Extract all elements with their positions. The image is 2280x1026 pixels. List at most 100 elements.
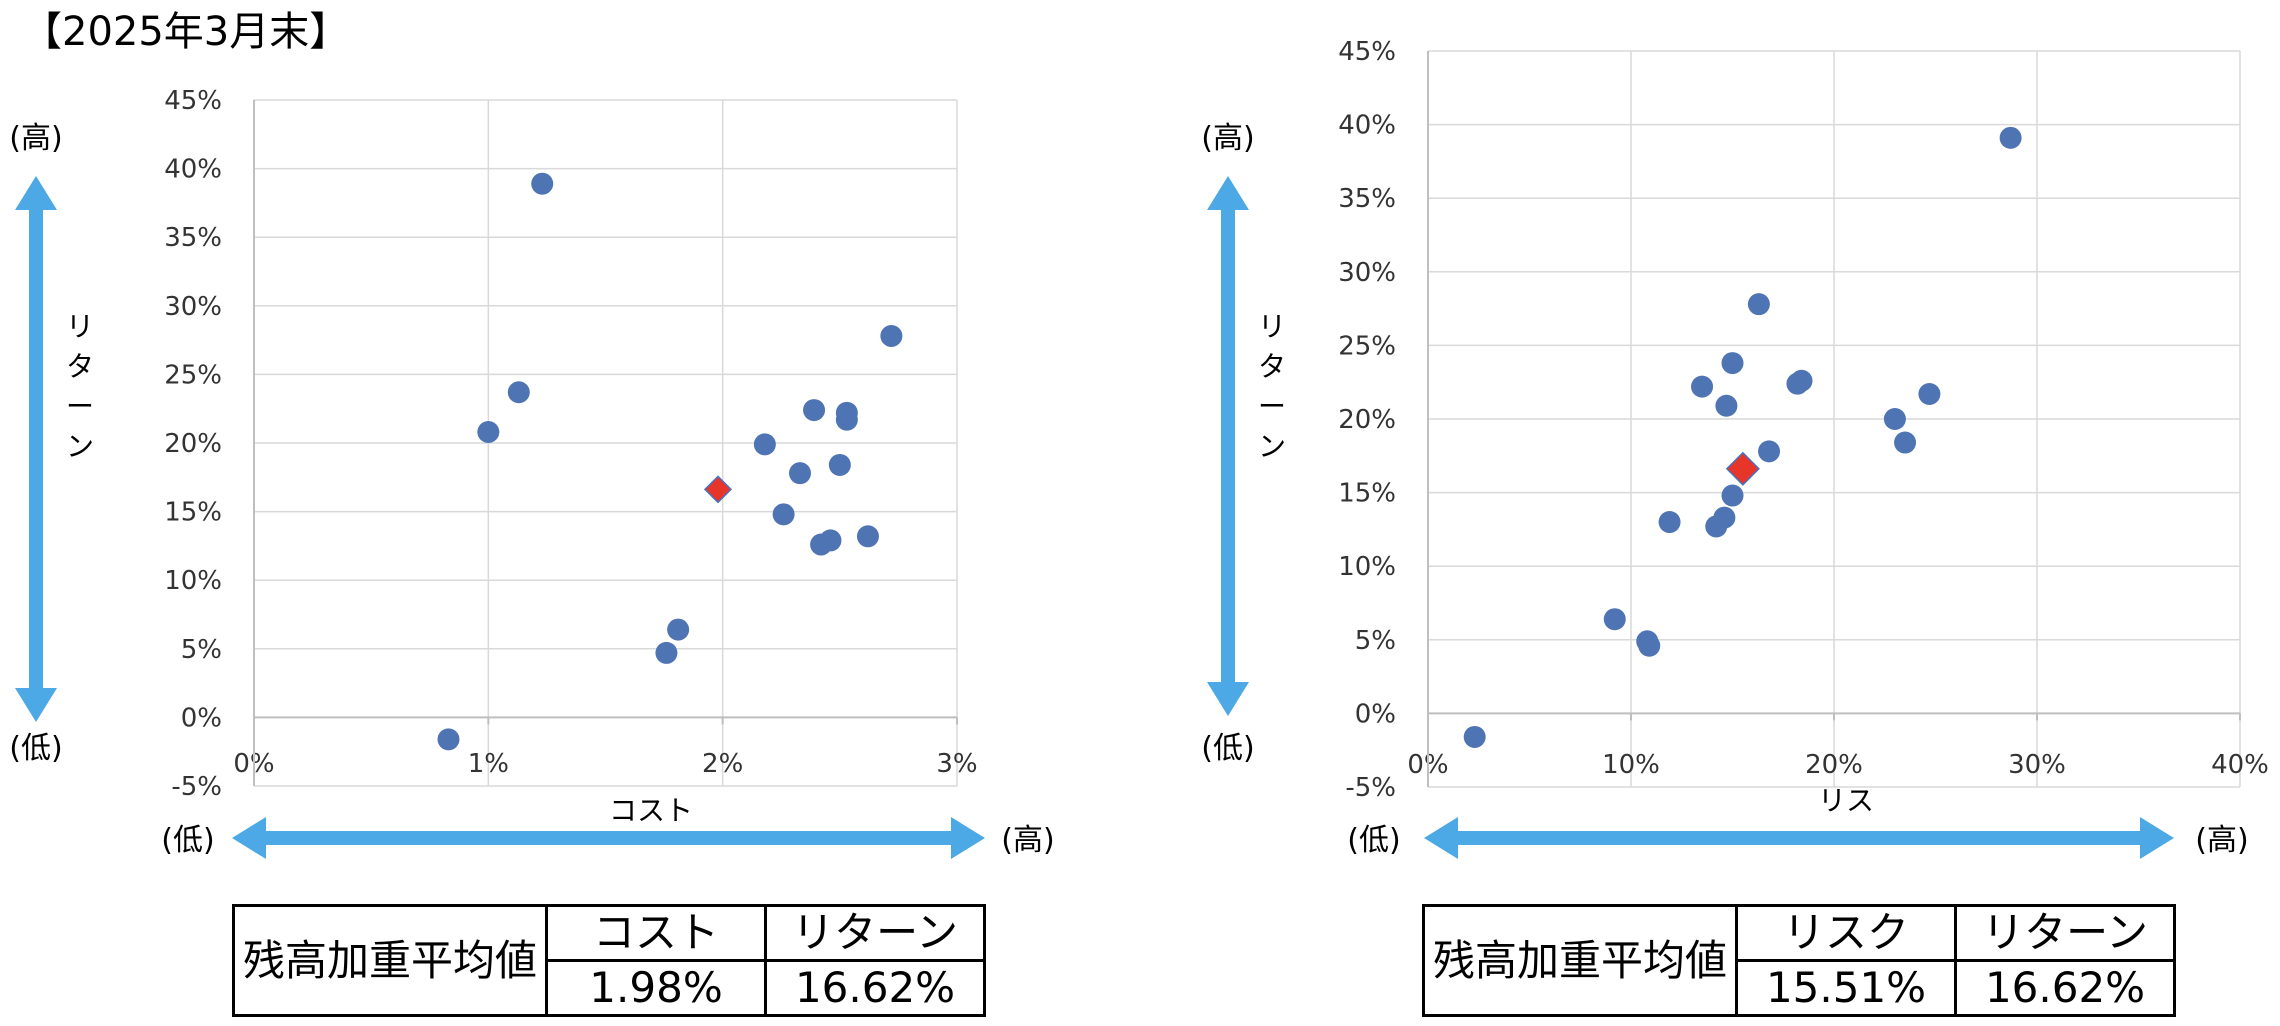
horizontal-direction-arrow — [1424, 817, 2174, 859]
y-tick-label: 35% — [1338, 184, 1396, 214]
data-point — [856, 525, 879, 548]
y-tick-label: 45% — [1338, 37, 1396, 67]
x-tick-label: 3% — [936, 749, 977, 779]
x-tick-label: 10% — [1602, 750, 1660, 780]
x-low-label: (低) — [1347, 823, 1400, 858]
arrow-head-down — [15, 688, 57, 722]
arrow-shaft — [262, 831, 955, 845]
weighted-average-table-risk: 残高加重平均値 リスク リターン 15.51% 16.62% — [1421, 904, 2177, 1017]
col-header-return: リターン — [764, 904, 987, 962]
y-tick-label: 15% — [164, 498, 222, 528]
data-point — [1603, 608, 1626, 631]
data-point — [835, 401, 858, 424]
data-point — [1790, 369, 1813, 392]
y-tick-label: 40% — [164, 155, 222, 185]
arrow-head-right — [2140, 817, 2174, 859]
value-risk: 15.51% — [1735, 959, 1958, 1017]
y-tick-label: 25% — [1338, 331, 1396, 361]
data-point — [772, 503, 795, 526]
data-point — [880, 324, 903, 347]
risk-return-scatter: -5%0%5%10%15%20%25%30%35%40%45%0% 10% 20% 3… — [1201, 37, 2269, 858]
arrow-head-up — [15, 176, 57, 210]
arrow-shaft — [1454, 831, 2144, 845]
data-point — [1758, 440, 1781, 463]
data-point — [1713, 506, 1736, 529]
data-point — [1894, 431, 1917, 454]
y-high-label: (高) — [1201, 121, 1254, 156]
x-axis-title: リス — [1818, 784, 1874, 817]
y-tick-label: 20% — [164, 429, 222, 459]
data-point — [477, 421, 500, 444]
x-high-label: (高) — [2195, 823, 2248, 858]
arrow-shaft — [29, 206, 43, 692]
y-tick-label: 15% — [1338, 479, 1396, 509]
x-tick-label: 30% — [2008, 750, 2066, 780]
x-tick-label: 1% — [468, 749, 509, 779]
data-point — [1658, 511, 1681, 534]
y-tick-label: 20% — [1338, 405, 1396, 435]
y-tick-label: 10% — [1338, 552, 1396, 582]
page-title: 【2025年3月末】 — [22, 9, 350, 55]
arrow-head-left — [1424, 817, 1458, 859]
data-point — [1715, 394, 1738, 417]
data-point — [1463, 725, 1486, 748]
data-point — [828, 453, 851, 476]
data-point — [1918, 382, 1941, 405]
arrow-head-down — [1207, 682, 1249, 716]
vertical-direction-arrow — [1207, 176, 1249, 716]
y-tick-label: 5% — [1355, 626, 1396, 656]
y-tick-label: 30% — [164, 292, 222, 322]
y-tick-label: -5% — [171, 772, 222, 802]
col-header-cost: コスト — [545, 904, 768, 962]
data-point — [1638, 634, 1661, 657]
y-axis-title: リターン — [66, 310, 94, 463]
data-point — [507, 381, 530, 404]
data-point — [1721, 352, 1744, 375]
x-tick-label: 2% — [702, 749, 743, 779]
row-header: 残高加重平均値 — [231, 904, 549, 1017]
y-tick-label: 30% — [1338, 258, 1396, 288]
arrow-head-up — [1207, 176, 1249, 210]
arrow-head-left — [232, 817, 266, 859]
col-header-return: リターン — [1954, 904, 2177, 962]
weighted-average-point — [703, 475, 733, 504]
value-cost: 1.98% — [545, 959, 768, 1017]
col-header-risk: リスク — [1735, 904, 1958, 962]
x-low-label: (低) — [161, 823, 214, 858]
data-point — [655, 641, 678, 664]
y-tick-label: 35% — [164, 223, 222, 253]
data-point — [753, 433, 776, 456]
y-tick-label: -5% — [1345, 773, 1396, 803]
data-point — [819, 529, 842, 552]
weighted-average-point — [1725, 451, 1760, 486]
arrow-head-right — [951, 817, 985, 859]
arrow-shaft — [1221, 206, 1235, 686]
row-header: 残高加重平均値 — [1421, 904, 1739, 1017]
x-high-label: (高) — [1001, 823, 1054, 858]
data-point — [1999, 126, 2022, 149]
y-tick-label: 5% — [181, 635, 222, 665]
data-point — [788, 462, 811, 485]
x-axis-title: コスト — [609, 794, 693, 827]
cost-return-scatter: -5%0%5%10%15%20%25%30%35%40%45%0% 1% 2% 3%コ… — [9, 86, 1054, 858]
data-point — [667, 618, 690, 641]
horizontal-direction-arrow — [232, 817, 985, 859]
data-point — [531, 172, 554, 195]
vertical-direction-arrow — [15, 176, 57, 722]
weighted-average-table-cost: 残高加重平均値 コスト リターン 1.98% 16.62% — [231, 904, 987, 1017]
data-point — [1747, 293, 1770, 316]
y-high-label: (高) — [9, 121, 62, 156]
y-tick-label: 10% — [164, 566, 222, 596]
y-tick-label: 0% — [181, 703, 222, 733]
value-return: 16.62% — [764, 959, 987, 1017]
data-point — [803, 399, 826, 422]
y-tick-label: 45% — [164, 86, 222, 116]
value-return: 16.62% — [1954, 959, 2177, 1017]
y-low-label: (低) — [1201, 731, 1254, 766]
y-tick-label: 0% — [1355, 699, 1396, 729]
y-axis-title: リターン — [1258, 310, 1286, 463]
y-tick-label: 25% — [164, 360, 222, 390]
x-tick-label: 20% — [1805, 750, 1863, 780]
data-point — [1883, 408, 1906, 430]
